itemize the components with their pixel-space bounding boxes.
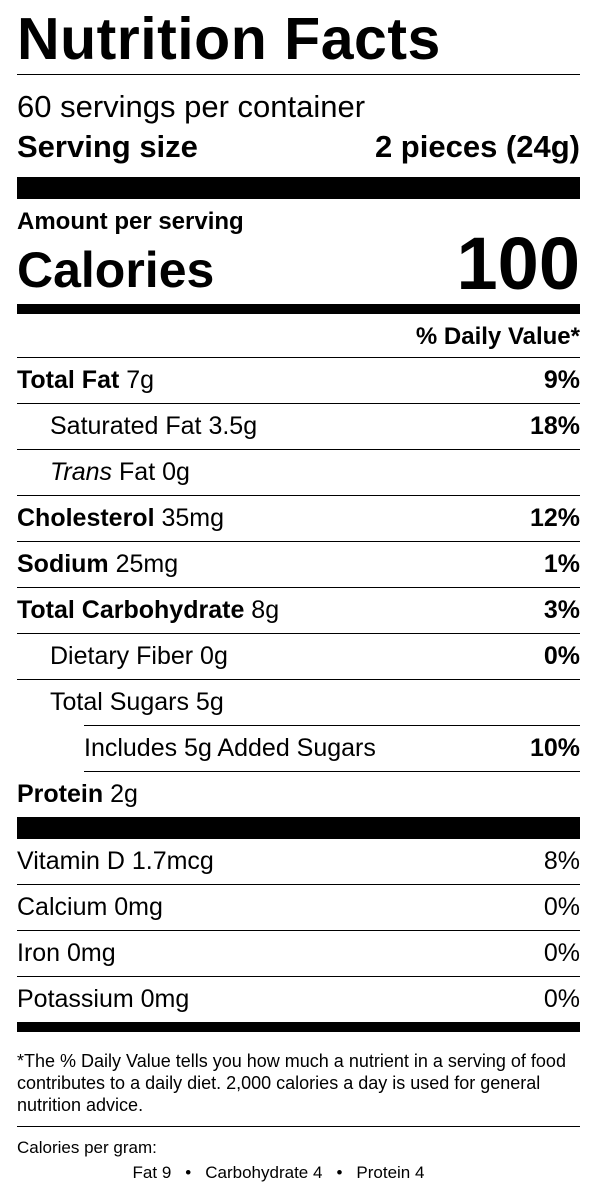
calories-per-gram-label: Calories per gram:	[17, 1138, 157, 1157]
vitamin-label: Potassium 0mg	[17, 985, 190, 1013]
nutrient-row-total-fat: Total Fat 7g 9%	[17, 358, 580, 404]
heavy-divider-vitamins	[17, 817, 580, 839]
nutrient-amount: 2g	[110, 780, 138, 808]
nutrient-label: Total Carbohydrate	[17, 596, 245, 624]
nutrient-dv: 0%	[543, 642, 580, 670]
nutrient-label: Dietary Fiber	[50, 642, 194, 670]
heavy-divider-top	[17, 177, 580, 199]
nutrient-amount: 3.5g	[208, 412, 258, 440]
nutrient-amount: 5g	[195, 688, 224, 716]
vitamin-label: Vitamin D 1.7mcg	[17, 847, 214, 875]
daily-value-footnote: *The % Daily Value tells you how much a …	[17, 1051, 566, 1115]
title-divider	[17, 74, 580, 75]
nutrient-row-trans-fat: Trans Fat 0g	[17, 450, 580, 496]
bullet-separator: •	[185, 1163, 192, 1182]
nutrient-dv: 9%	[543, 366, 580, 394]
daily-value-header: % Daily Value*	[17, 314, 580, 358]
calories-per-gram-protein: Protein 4	[356, 1163, 425, 1182]
medium-divider-footnote	[17, 1022, 580, 1032]
serving-size-value: 2 pieces (24g)	[374, 129, 580, 164]
nutrient-row-added-sugars: Includes 5g Added Sugars 10%	[84, 725, 580, 772]
calories-label: Calories	[17, 242, 215, 298]
vitamin-row: Calcium 0mg 0%	[17, 885, 580, 931]
vitamin-dv: 8%	[543, 847, 580, 875]
medium-divider-calories	[17, 304, 580, 314]
servings-per-container: 60 servings per container	[17, 89, 366, 124]
nutrient-dv: 10%	[529, 734, 580, 762]
calories-per-gram-values: Fat 9 • Carbohydrate 4 • Protein 4	[17, 1161, 580, 1185]
nutrient-dv: 1%	[543, 550, 580, 578]
nutrient-dv: 12%	[529, 504, 580, 532]
bullet-separator: •	[336, 1163, 343, 1182]
nutrient-amount: 35mg	[161, 504, 225, 532]
nutrient-label: Sodium	[17, 550, 109, 578]
footnote-divider	[17, 1126, 580, 1127]
nutrient-row-cholesterol: Cholesterol 35mg 12%	[17, 496, 580, 542]
vitamin-row: Potassium 0mg 0%	[17, 977, 580, 1022]
serving-size-label: Serving size	[17, 129, 198, 164]
nutrient-label: Protein	[17, 780, 104, 808]
label-title: Nutrition Facts	[17, 6, 441, 72]
nutrient-row-sodium: Sodium 25mg 1%	[17, 542, 580, 588]
nutrient-dv: 18%	[529, 412, 580, 440]
amount-per-serving: Amount per serving	[17, 208, 244, 235]
calories-per-gram-fat: Fat 9	[132, 1163, 172, 1182]
vitamin-label: Iron 0mg	[17, 939, 116, 967]
nutrient-label-italic: Trans	[50, 458, 113, 486]
nutrient-row-dietary-fiber: Dietary Fiber 0g 0%	[17, 634, 580, 680]
calories-row: Calories 100	[17, 227, 580, 301]
calories-value: 100	[456, 222, 580, 305]
serving-size-row: Serving size 2 pieces (24g)	[17, 129, 580, 165]
nutrient-amount: 0g	[162, 458, 190, 486]
nutrient-label: Total Sugars	[50, 688, 189, 716]
nutrient-label: Cholesterol	[17, 504, 155, 532]
nutrient-amount: 25mg	[115, 550, 179, 578]
vitamin-row: Vitamin D 1.7mcg 8%	[17, 839, 580, 885]
vitamin-dv: 0%	[543, 985, 580, 1013]
nutrient-amount: 8g	[251, 596, 280, 624]
nutrient-row-protein: Protein 2g	[17, 772, 580, 817]
nutrient-row-total-sugars: Total Sugars 5g	[17, 680, 580, 725]
vitamin-row: Iron 0mg 0%	[17, 931, 580, 977]
nutrient-amount: 7g	[126, 366, 155, 394]
vitamin-label: Calcium 0mg	[17, 893, 163, 921]
nutrient-row-total-carbohydrate: Total Carbohydrate 8g 3%	[17, 588, 580, 634]
nutrient-label: Includes 5g Added Sugars	[84, 734, 376, 762]
calories-per-gram-carbohydrate: Carbohydrate 4	[205, 1163, 323, 1182]
nutrient-dv: 3%	[543, 596, 580, 624]
nutrient-label: Saturated Fat	[50, 412, 202, 440]
nutrient-label: Total Fat	[17, 366, 120, 394]
vitamin-dv: 0%	[543, 893, 580, 921]
nutrient-row-saturated-fat: Saturated Fat 3.5g 18%	[17, 404, 580, 450]
vitamin-dv: 0%	[543, 939, 580, 967]
nutrient-label: Fat	[119, 458, 156, 486]
nutrient-amount: 0g	[200, 642, 228, 670]
